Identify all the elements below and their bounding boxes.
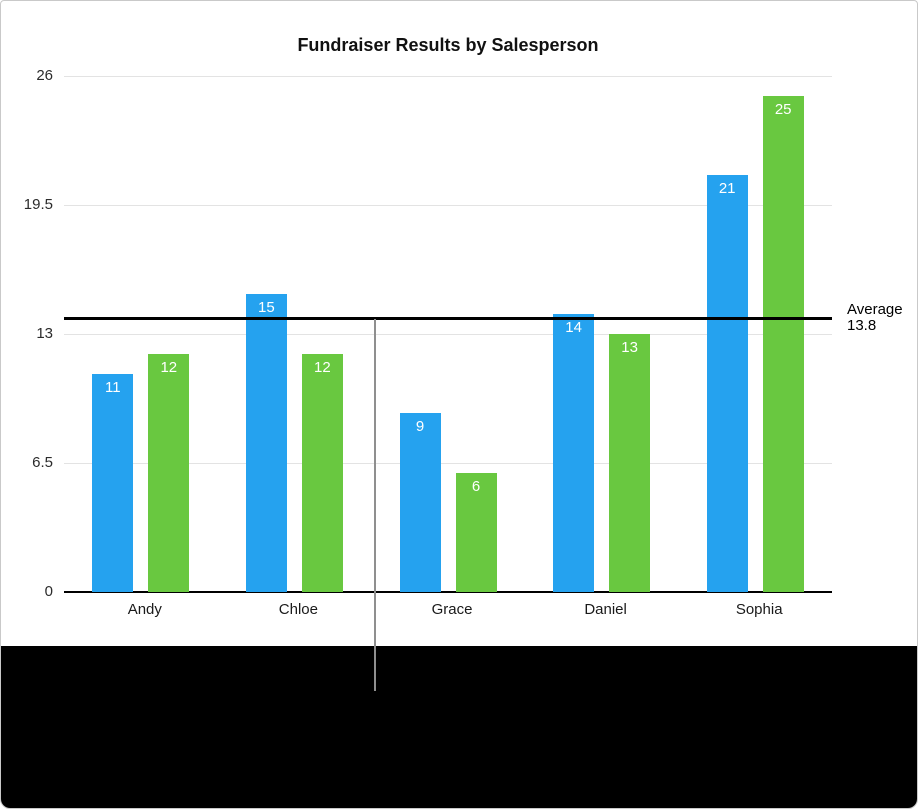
bar-value-label: 6 <box>471 477 481 495</box>
green-series-bar: 12 <box>148 353 190 592</box>
bar-value-label: 21 <box>718 180 736 198</box>
x-axis-category-label: Sophia <box>735 601 783 618</box>
y-axis-tick-label: 0 <box>44 583 53 600</box>
average-callout-line <box>374 319 376 691</box>
bar-value-label: 12 <box>160 358 178 376</box>
blue-series-bar: 9 <box>399 413 441 592</box>
bar-value-label: 11 <box>105 378 121 396</box>
bar-value-label: 13 <box>621 339 638 356</box>
green-series-bar: 25 <box>762 95 804 592</box>
bar-value-label: 25 <box>774 100 792 118</box>
gridline <box>64 75 832 77</box>
bar-chart-plot-area: 0 6.5 13 19.5 26 11 12 Andy 15 12 Chloe 9 6 Grace 14 13… <box>1 1 917 646</box>
y-axis-tick-label: 13 <box>36 325 53 342</box>
x-axis-category-label: Grace <box>431 601 473 618</box>
y-axis-tick-label: 26 <box>36 67 53 84</box>
bar-value-label: 15 <box>258 299 275 317</box>
gridline <box>64 204 832 206</box>
bar-value-label: 12 <box>314 358 331 376</box>
green-series-bar: 6 <box>455 472 497 592</box>
bar-value-label: 14 <box>565 319 582 337</box>
x-axis-category-label: Daniel <box>584 601 627 618</box>
blue-series-bar: 21 <box>706 175 748 592</box>
blue-series-bar: 15 <box>245 294 287 592</box>
blue-series-bar: 14 <box>553 314 595 592</box>
chart-title: Fundraiser Results by Salesperson <box>297 35 599 55</box>
x-axis-line <box>64 591 832 593</box>
x-axis-category-label: Andy <box>127 601 162 618</box>
green-series-bar: 13 <box>609 334 651 592</box>
y-axis-tick-label: 6.5 <box>32 454 53 471</box>
gridline <box>64 333 832 335</box>
gridline <box>64 462 832 464</box>
y-axis-tick-label: 19.5 <box>23 196 53 213</box>
average-label-text: Average <box>847 301 903 319</box>
average-line <box>64 316 832 320</box>
black-footer-area <box>1 646 917 808</box>
average-value-text: 13.8 <box>847 317 877 335</box>
x-axis-category-label: Chloe <box>278 601 318 618</box>
bar-value-label: 9 <box>415 418 425 436</box>
blue-series-bar: 11 <box>92 373 134 592</box>
average-line-label: Average 13.8 <box>847 302 903 334</box>
green-series-bar: 12 <box>301 353 343 592</box>
